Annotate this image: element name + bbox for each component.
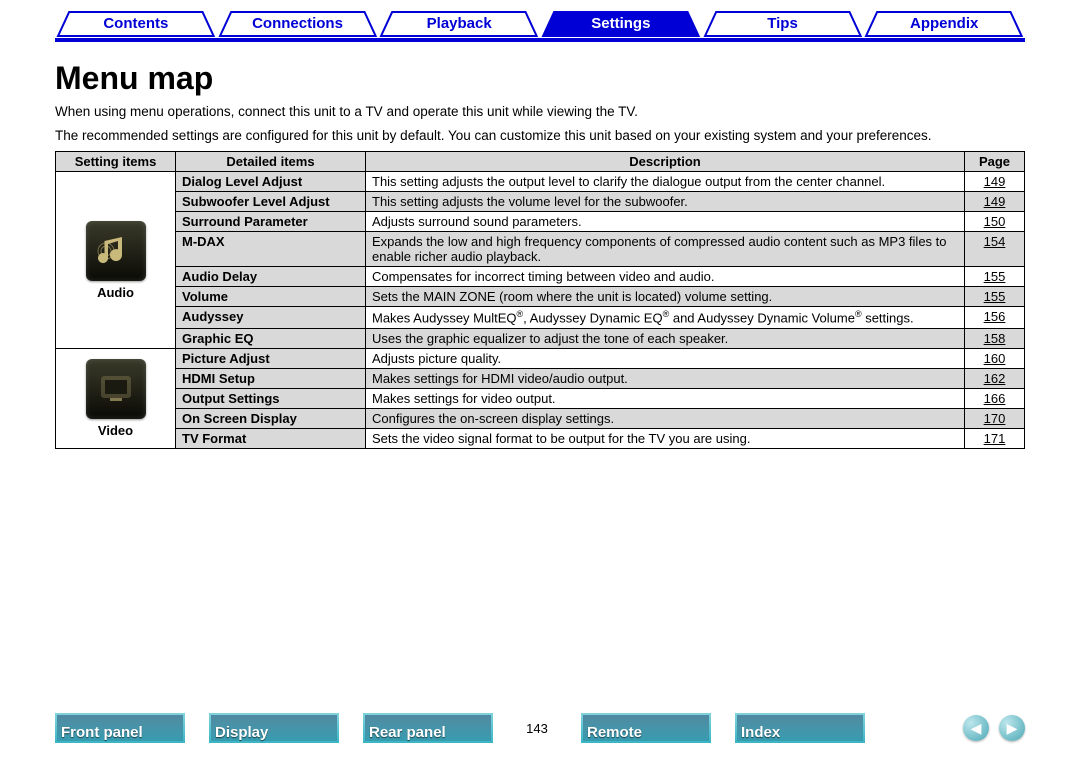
th-detailed: Detailed items bbox=[176, 152, 366, 172]
video-icon bbox=[86, 359, 146, 419]
page-title: Menu map bbox=[55, 60, 1025, 97]
description-cell: Adjusts surround sound parameters. bbox=[366, 212, 965, 232]
table-row: On Screen DisplayConfigures the on-scree… bbox=[56, 408, 1025, 428]
description-cell: Sets the video signal format to be outpu… bbox=[366, 428, 965, 448]
th-desc: Description bbox=[366, 152, 965, 172]
table-row: Graphic EQUses the graphic equalizer to … bbox=[56, 328, 1025, 348]
th-page: Page bbox=[965, 152, 1025, 172]
page-link[interactable]: 155 bbox=[965, 267, 1025, 287]
page-link[interactable]: 162 bbox=[965, 368, 1025, 388]
setting-group-video: Video bbox=[56, 348, 176, 448]
footer-thumb-index[interactable]: Index bbox=[735, 713, 865, 743]
page-link[interactable]: 154 bbox=[965, 232, 1025, 267]
nav-tab-appendix[interactable]: Appendix bbox=[863, 10, 1025, 38]
page-link[interactable]: 160 bbox=[965, 348, 1025, 368]
page-link[interactable]: 170 bbox=[965, 408, 1025, 428]
next-page-button[interactable]: ▶ bbox=[999, 715, 1025, 741]
description-cell: This setting adjusts the volume level fo… bbox=[366, 192, 965, 212]
footer-thumb-front-panel[interactable]: Front panel bbox=[55, 713, 185, 743]
detailed-item: Subwoofer Level Adjust bbox=[176, 192, 366, 212]
table-row: VideoPicture AdjustAdjusts picture quali… bbox=[56, 348, 1025, 368]
description-cell: Configures the on-screen display setting… bbox=[366, 408, 965, 428]
description-cell: This setting adjusts the output level to… bbox=[366, 172, 965, 192]
page-link[interactable]: 149 bbox=[965, 172, 1025, 192]
table-row: Surround ParameterAdjusts surround sound… bbox=[56, 212, 1025, 232]
description-cell: Makes settings for video output. bbox=[366, 388, 965, 408]
top-nav: Contents Connections Playback Settings T… bbox=[0, 0, 1080, 38]
detailed-item: Dialog Level Adjust bbox=[176, 172, 366, 192]
detailed-item: Graphic EQ bbox=[176, 328, 366, 348]
table-row: HDMI SetupMakes settings for HDMI video/… bbox=[56, 368, 1025, 388]
description-cell: Adjusts picture quality. bbox=[366, 348, 965, 368]
page-link[interactable]: 166 bbox=[965, 388, 1025, 408]
description-cell: Sets the MAIN ZONE (room where the unit … bbox=[366, 287, 965, 307]
description-cell: Uses the graphic equalizer to adjust the… bbox=[366, 328, 965, 348]
audio-icon bbox=[86, 221, 146, 281]
intro-text-2: The recommended settings are configured … bbox=[55, 127, 1025, 145]
detailed-item: Audyssey bbox=[176, 307, 366, 328]
description-cell: Compensates for incorrect timing between… bbox=[366, 267, 965, 287]
description-cell: Makes Audyssey MultEQ®, Audyssey Dynamic… bbox=[366, 307, 965, 328]
footer-thumb-display[interactable]: Display bbox=[209, 713, 339, 743]
nav-tab-contents[interactable]: Contents bbox=[55, 10, 217, 38]
bottom-nav: Front panel Display Rear panel 143 Remote Ind… bbox=[0, 713, 1080, 743]
page-link[interactable]: 150 bbox=[965, 212, 1025, 232]
setting-group-audio: Audio bbox=[56, 172, 176, 348]
table-row: Audio DelayCompensates for incorrect tim… bbox=[56, 267, 1025, 287]
table-row: TV FormatSets the video signal format to… bbox=[56, 428, 1025, 448]
nav-tab-playback[interactable]: Playback bbox=[378, 10, 540, 38]
detailed-item: Volume bbox=[176, 287, 366, 307]
table-row: VolumeSets the MAIN ZONE (room where the… bbox=[56, 287, 1025, 307]
nav-tab-settings[interactable]: Settings bbox=[540, 10, 702, 38]
nav-tab-tips[interactable]: Tips bbox=[702, 10, 864, 38]
detailed-item: Output Settings bbox=[176, 388, 366, 408]
detailed-item: Picture Adjust bbox=[176, 348, 366, 368]
table-row: AudioDialog Level AdjustThis setting adj… bbox=[56, 172, 1025, 192]
detailed-item: HDMI Setup bbox=[176, 368, 366, 388]
th-setting: Setting items bbox=[56, 152, 176, 172]
page-link[interactable]: 158 bbox=[965, 328, 1025, 348]
detailed-item: M-DAX bbox=[176, 232, 366, 267]
page-number: 143 bbox=[517, 721, 557, 736]
detailed-item: On Screen Display bbox=[176, 408, 366, 428]
description-cell: Makes settings for HDMI video/audio outp… bbox=[366, 368, 965, 388]
table-row: Subwoofer Level AdjustThis setting adjus… bbox=[56, 192, 1025, 212]
setting-group-label: Audio bbox=[60, 285, 171, 300]
detailed-item: Audio Delay bbox=[176, 267, 366, 287]
footer-thumb-rear-panel[interactable]: Rear panel bbox=[363, 713, 493, 743]
menu-map-table: Setting items Detailed items Description… bbox=[55, 151, 1025, 448]
detailed-item: Surround Parameter bbox=[176, 212, 366, 232]
table-row: Output SettingsMakes settings for video … bbox=[56, 388, 1025, 408]
page-link[interactable]: 171 bbox=[965, 428, 1025, 448]
detailed-item: TV Format bbox=[176, 428, 366, 448]
description-cell: Expands the low and high frequency compo… bbox=[366, 232, 965, 267]
page-link[interactable]: 155 bbox=[965, 287, 1025, 307]
page-link[interactable]: 149 bbox=[965, 192, 1025, 212]
page-link[interactable]: 156 bbox=[965, 307, 1025, 328]
setting-group-label: Video bbox=[60, 423, 171, 438]
prev-page-button[interactable]: ◀ bbox=[963, 715, 989, 741]
table-row: M-DAXExpands the low and high frequency … bbox=[56, 232, 1025, 267]
table-row: AudysseyMakes Audyssey MultEQ®, Audyssey… bbox=[56, 307, 1025, 328]
main-content: Menu map When using menu operations, con… bbox=[0, 42, 1080, 449]
nav-arrows: ◀▶ bbox=[963, 715, 1025, 741]
intro-text-1: When using menu operations, connect this… bbox=[55, 103, 1025, 121]
nav-tab-connections[interactable]: Connections bbox=[217, 10, 379, 38]
footer-thumb-remote[interactable]: Remote bbox=[581, 713, 711, 743]
